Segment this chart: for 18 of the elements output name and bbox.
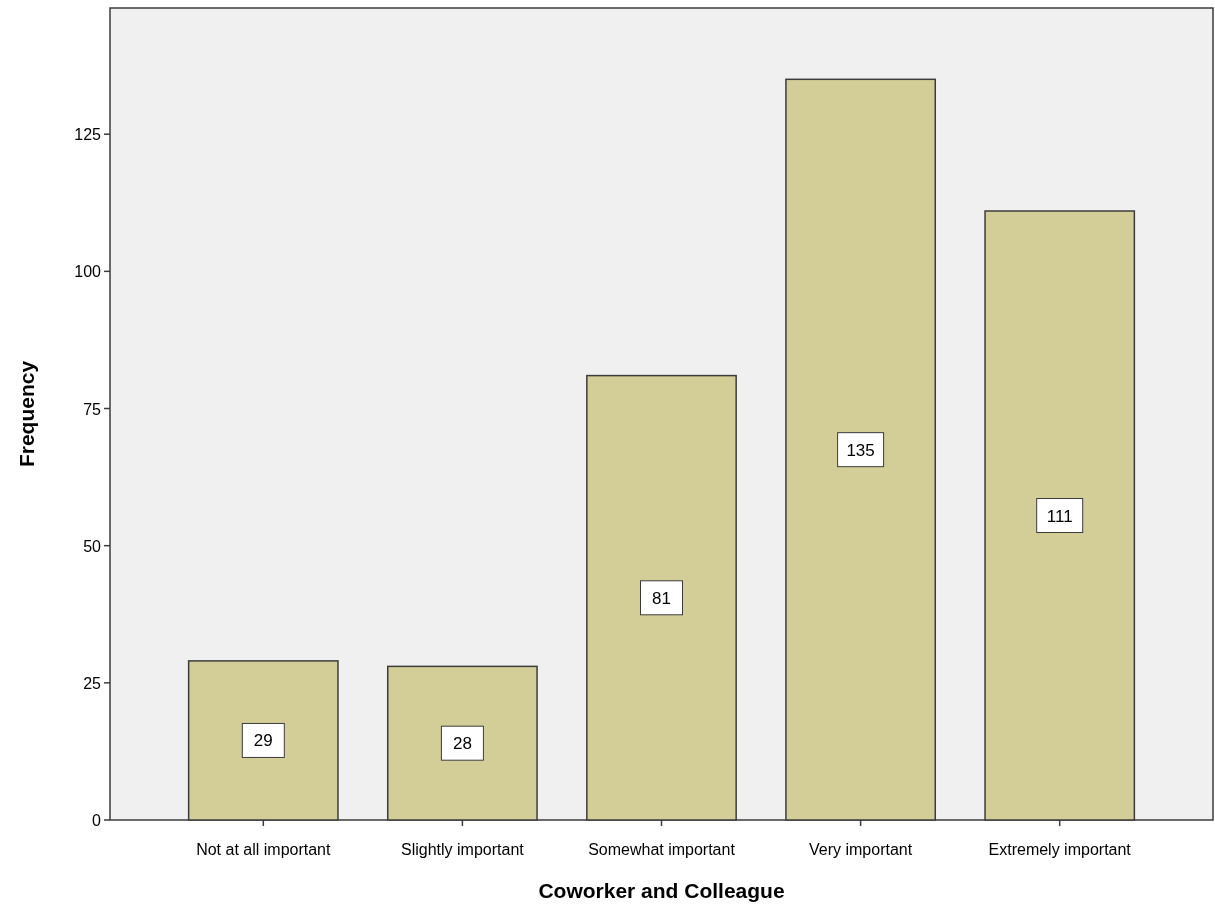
x-tick-label: Somewhat important: [588, 841, 736, 858]
x-tick-label: Very important: [809, 841, 913, 858]
x-tick-label: Extremely important: [988, 841, 1132, 858]
y-axis-title: Frequency: [15, 360, 38, 468]
y-tick-label: 75: [83, 400, 102, 418]
data-label: 135: [846, 440, 875, 460]
y-tick-label: 25: [83, 674, 102, 692]
data-label: 28: [452, 734, 472, 754]
x-tick-label: Slightly important: [401, 841, 525, 858]
y-tick-label: 100: [74, 263, 102, 281]
y-tick-label: 50: [83, 537, 102, 555]
x-tick-label: Not at all important: [196, 841, 331, 858]
data-label: 111: [1046, 506, 1073, 526]
x-axis-title: Coworker and Colleague: [538, 879, 785, 902]
y-tick-label: 125: [74, 126, 102, 144]
data-label: 29: [253, 731, 273, 751]
data-label: 81: [652, 588, 671, 608]
y-tick-label: 0: [92, 812, 102, 829]
